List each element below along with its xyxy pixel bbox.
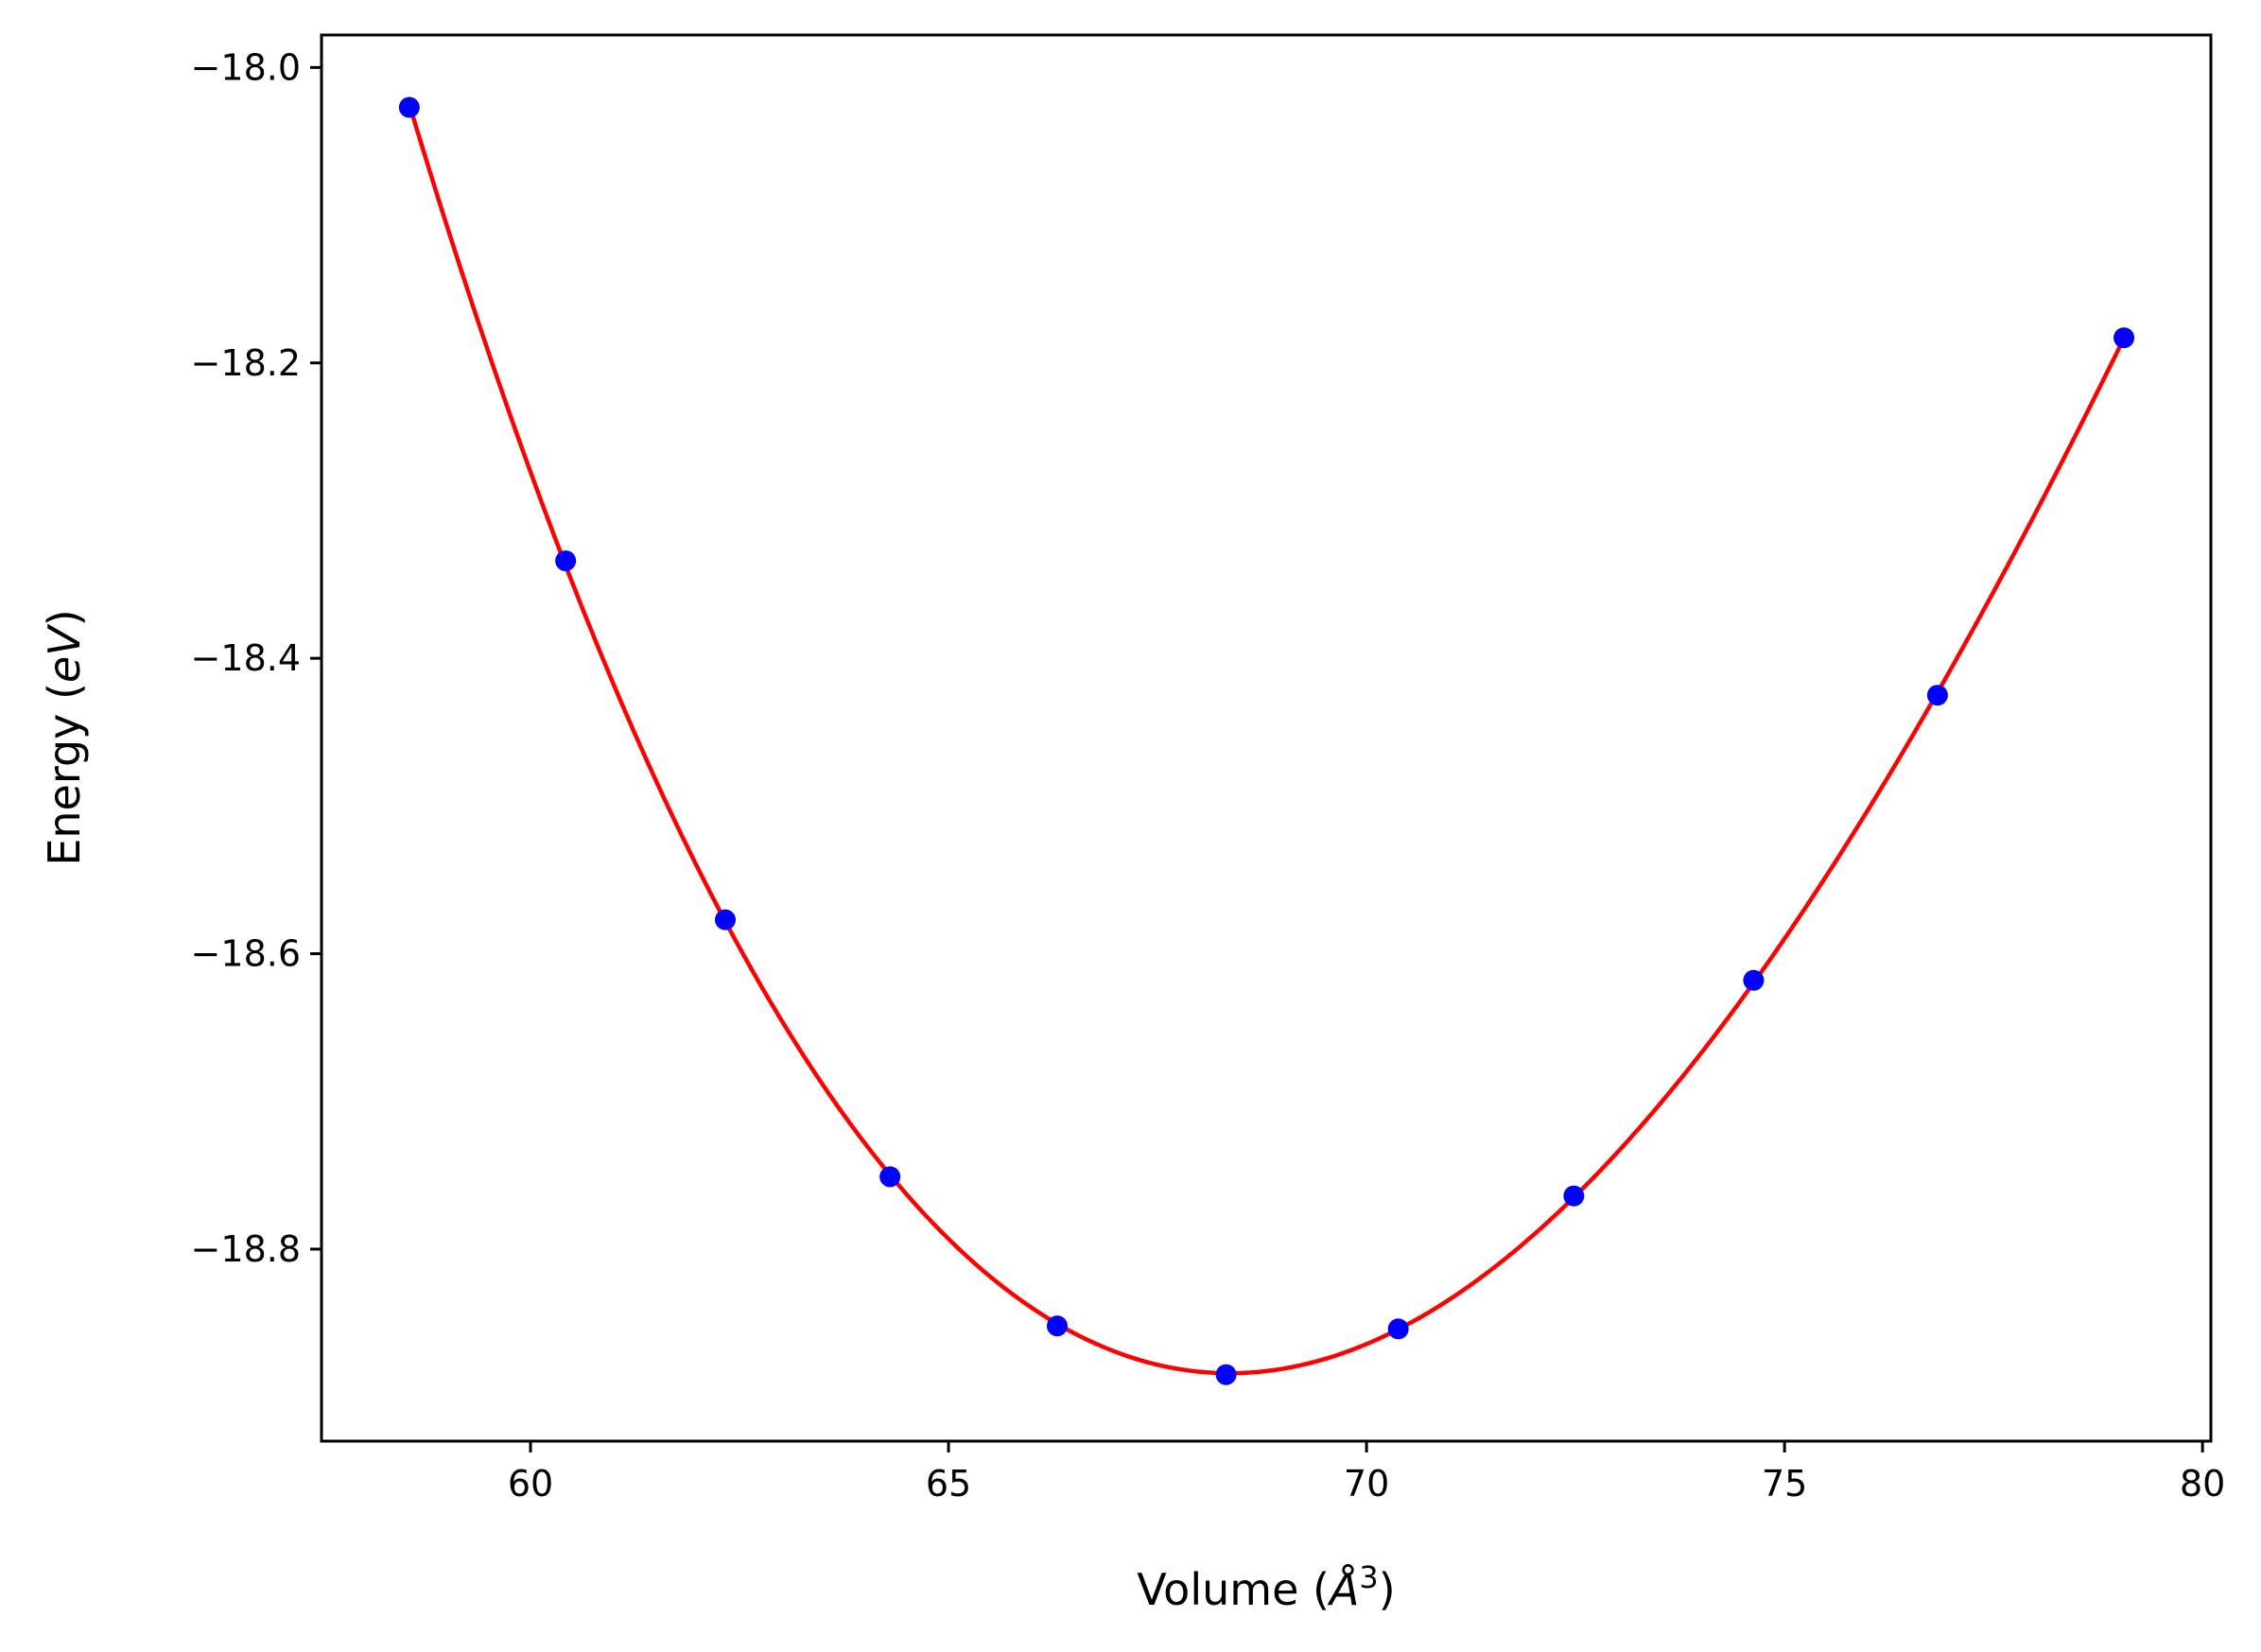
y-tick-label: −18.4 bbox=[191, 637, 301, 679]
data-point bbox=[398, 96, 420, 118]
plot-area bbox=[398, 96, 2135, 1385]
y-tick-label: −18.6 bbox=[191, 933, 301, 975]
x-tick-label: 70 bbox=[1344, 1463, 1389, 1504]
fit-curve bbox=[407, 103, 2127, 1376]
y-axis-label: Energy (eV) bbox=[39, 609, 90, 865]
data-point bbox=[1387, 1318, 1409, 1340]
data-point bbox=[1046, 1315, 1068, 1337]
y-tick-label: −18.8 bbox=[191, 1228, 301, 1270]
x-tick-label: 80 bbox=[2180, 1463, 2225, 1504]
data-point bbox=[715, 909, 737, 930]
y-tick-label: −18.0 bbox=[191, 46, 301, 88]
data-point bbox=[1215, 1364, 1237, 1385]
data-point bbox=[879, 1166, 901, 1188]
x-tick-label: 60 bbox=[508, 1463, 553, 1504]
data-point bbox=[555, 550, 577, 572]
data-point bbox=[2113, 327, 2135, 349]
data-point bbox=[1743, 969, 1765, 991]
x-axis-label: Volume (Å3) bbox=[1137, 1559, 1395, 1615]
axes-ticks: 60 65 70 75 80 −18.0 −18.2 −18.4 −18.6 −18.8 bbox=[191, 46, 2226, 1504]
data-point bbox=[1563, 1185, 1585, 1207]
x-tick-label: 75 bbox=[1762, 1463, 1807, 1504]
y-tick-label: −18.2 bbox=[191, 342, 301, 384]
axes-frame bbox=[320, 33, 2213, 1443]
x-tick-label: 65 bbox=[926, 1463, 971, 1504]
data-point bbox=[1926, 685, 1948, 706]
